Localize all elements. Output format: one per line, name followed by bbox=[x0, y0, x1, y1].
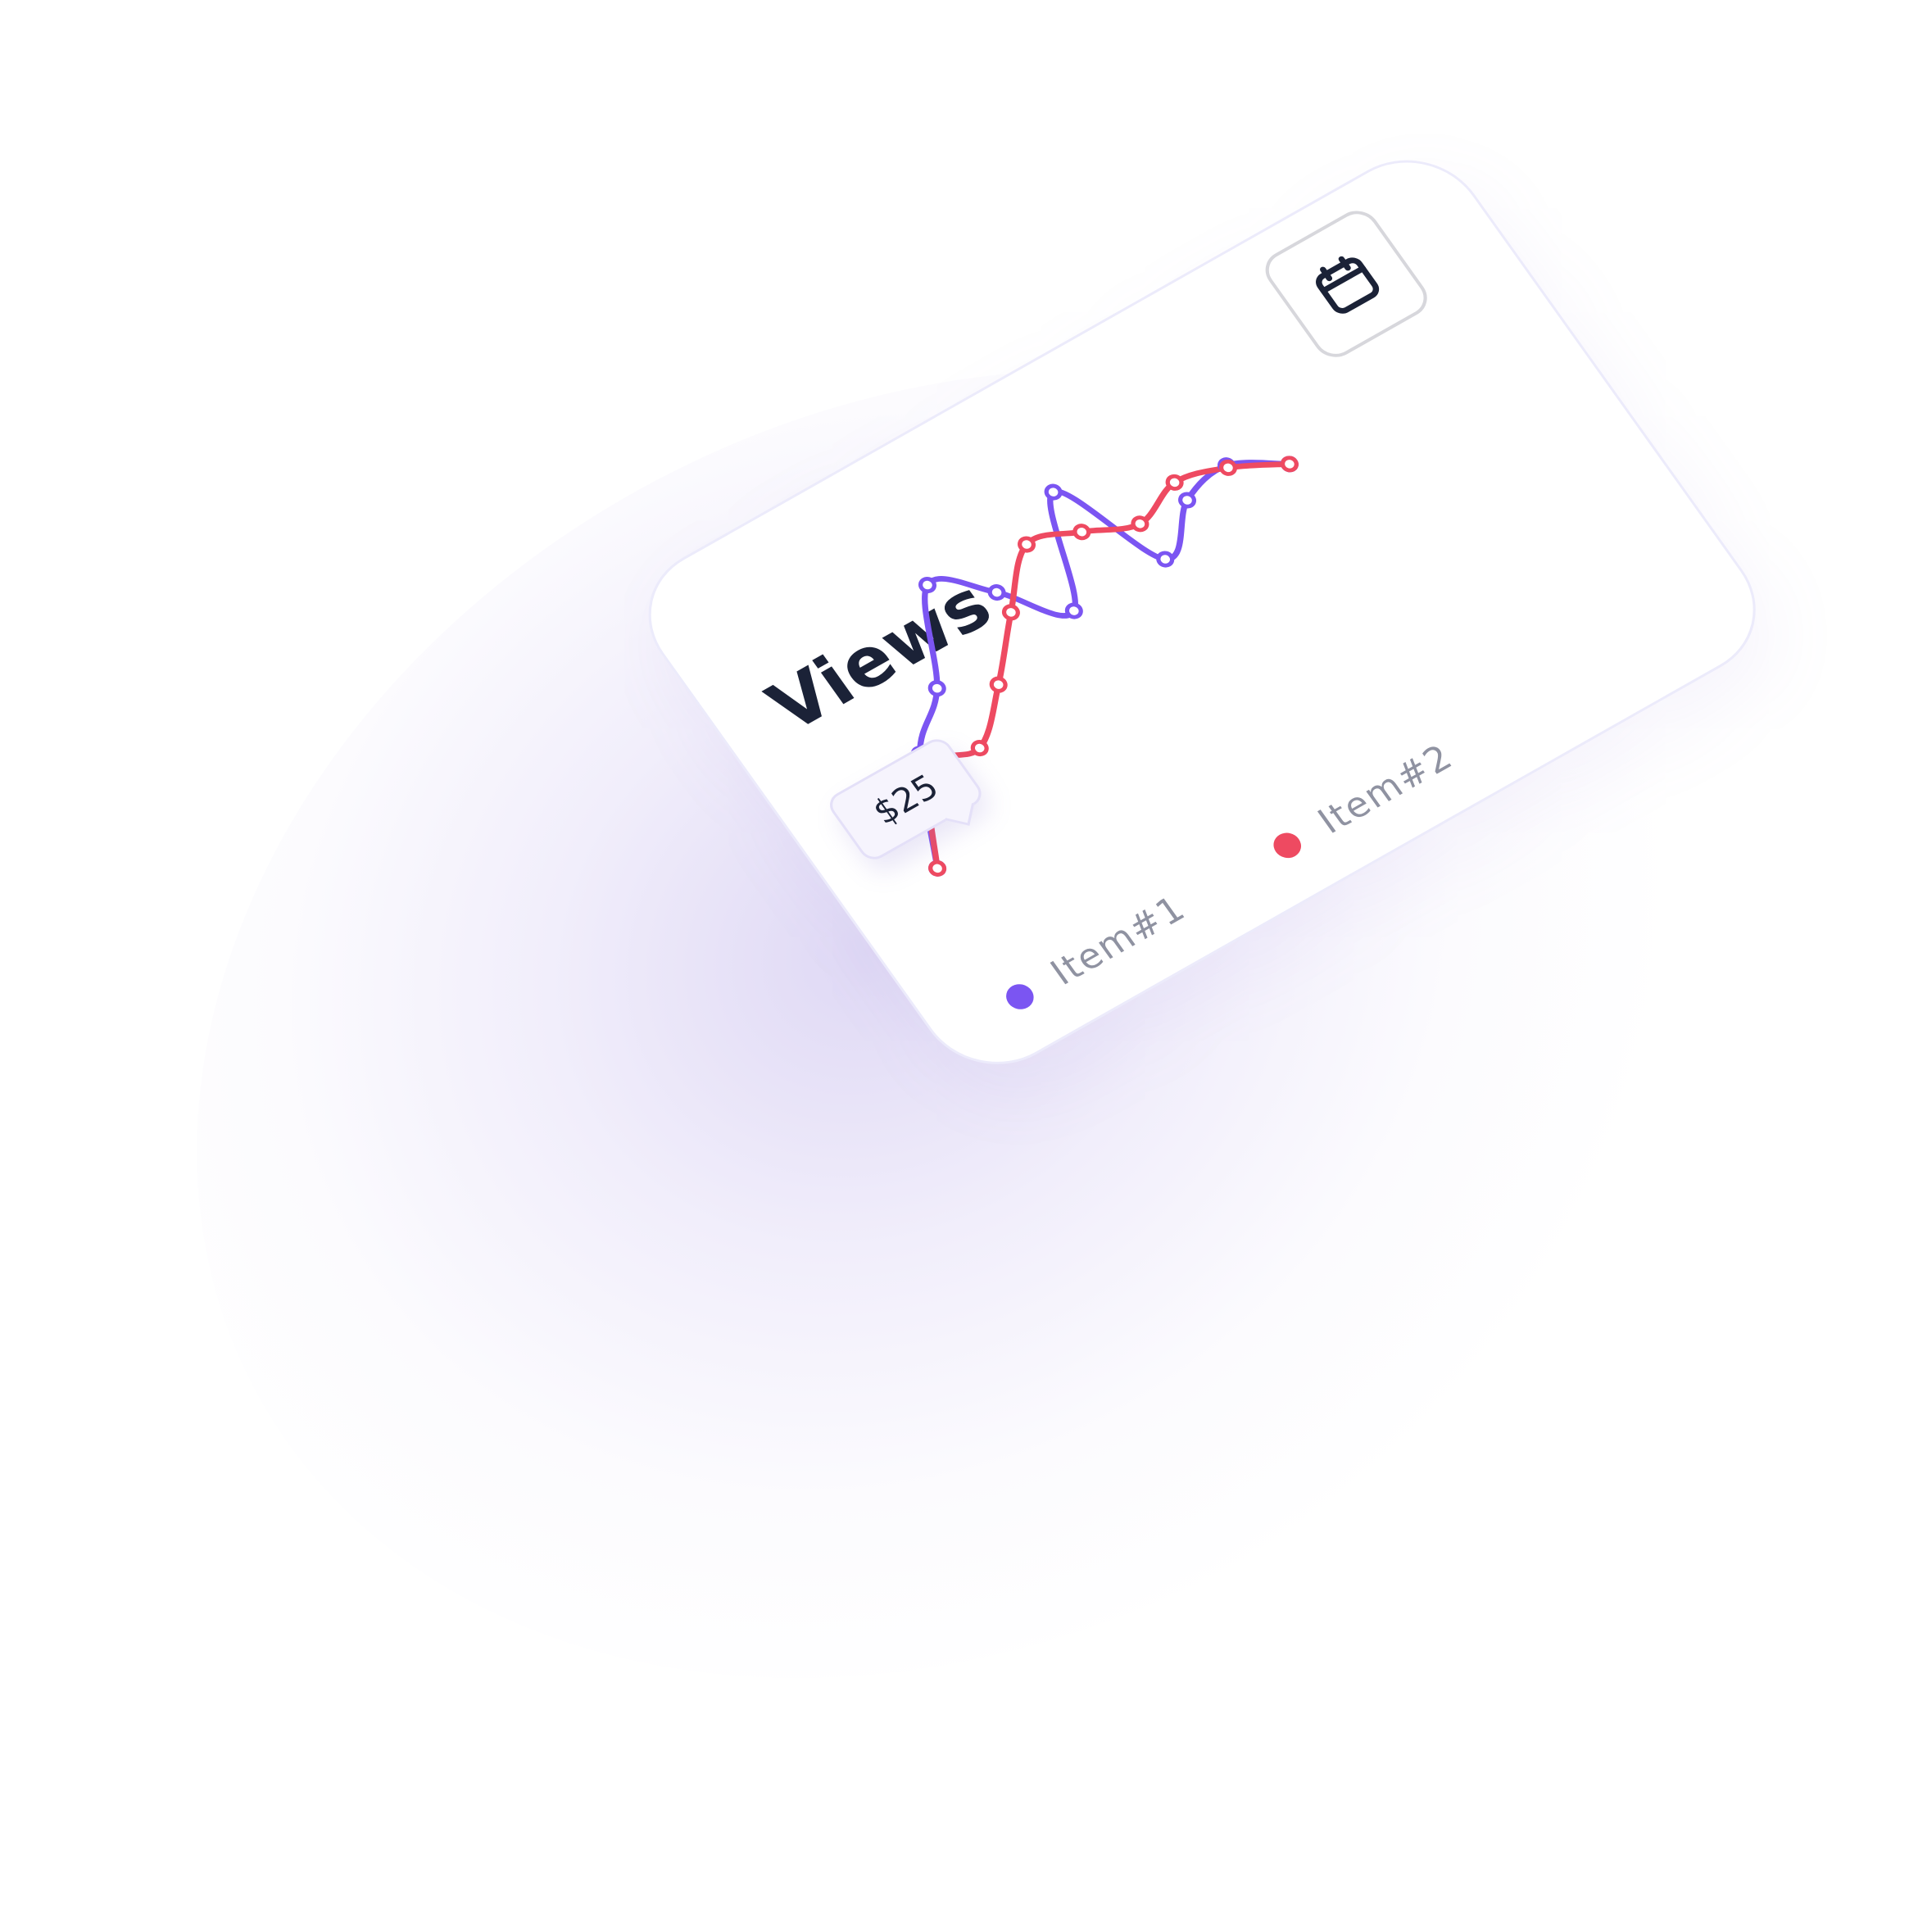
data-point-item1-3[interactable] bbox=[918, 577, 936, 594]
data-point-item2-5[interactable] bbox=[1017, 536, 1036, 553]
data-point-item2-7[interactable] bbox=[1131, 515, 1149, 533]
data-point-item2-8[interactable] bbox=[1165, 474, 1184, 491]
tooltip-label: $25 bbox=[865, 766, 946, 832]
data-point-item2-3[interactable] bbox=[989, 676, 1008, 693]
data-point-item2-0[interactable] bbox=[927, 859, 947, 877]
calendar-icon bbox=[1316, 256, 1380, 314]
views-card: Views $25 Item#1 Item#2 bbox=[619, 134, 1786, 1091]
data-point-item1-5[interactable] bbox=[1064, 602, 1083, 619]
data-point-item1-7[interactable] bbox=[1156, 551, 1175, 568]
data-point-item2-2[interactable] bbox=[970, 740, 989, 757]
data-point-item1-2[interactable] bbox=[927, 680, 946, 697]
data-point-item1-6[interactable] bbox=[1044, 483, 1063, 501]
calendar-button[interactable] bbox=[1257, 203, 1436, 365]
data-point-item2-10[interactable] bbox=[1280, 456, 1299, 473]
data-point-item2-9[interactable] bbox=[1218, 459, 1237, 476]
data-point-item2-4[interactable] bbox=[1001, 604, 1020, 621]
data-point-item1-4[interactable] bbox=[987, 584, 1006, 601]
data-point-item1-8[interactable] bbox=[1177, 492, 1197, 509]
data-point-item2-6[interactable] bbox=[1072, 524, 1091, 541]
